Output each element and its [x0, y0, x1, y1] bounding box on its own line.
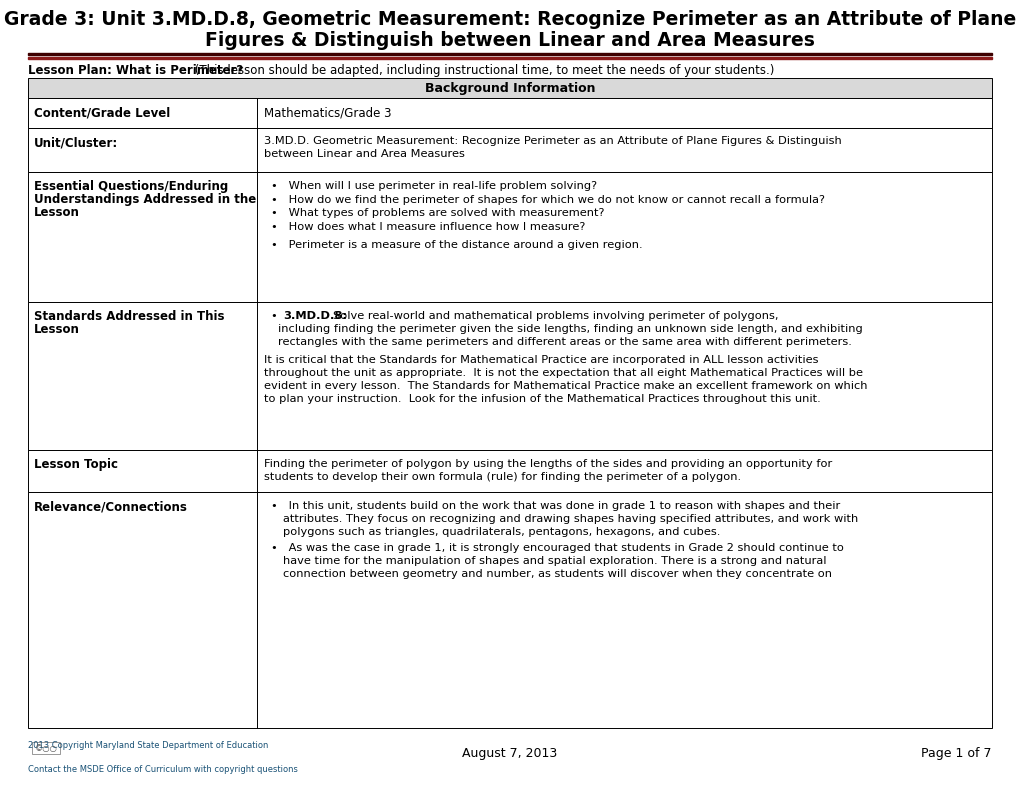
Text: 3.MD.D. Geometric Measurement: Recognize Perimeter as an Attribute of Plane Figu: 3.MD.D. Geometric Measurement: Recognize… [264, 136, 842, 146]
Text: Lesson Plan: What is Perimeter?: Lesson Plan: What is Perimeter? [28, 64, 243, 77]
Bar [28, 492, 991, 728]
Text: between Linear and Area Measures: between Linear and Area Measures [264, 149, 465, 159]
Text: attributes. They focus on recognizing and drawing shapes having specified attrib: attributes. They focus on recognizing an… [283, 514, 858, 524]
Bar [28, 78, 991, 98]
Text: •: • [271, 311, 288, 321]
Text: Grade 3: Unit 3.MD.D.8, Geometric Measurement: Recognize Perimeter as an Attribu: Grade 3: Unit 3.MD.D.8, Geometric Measur… [4, 10, 1015, 29]
Text: Standards Addressed in This: Standards Addressed in This [34, 310, 224, 323]
Text: •   Perimeter is a measure of the distance around a given region.: • Perimeter is a measure of the distance… [271, 240, 642, 250]
Bar [28, 302, 991, 450]
Text: Mathematics/Grade 3: Mathematics/Grade 3 [264, 106, 391, 120]
Text: Content/Grade Level: Content/Grade Level [34, 106, 170, 119]
Text: have time for the manipulation of shapes and spatial exploration. There is a str: have time for the manipulation of shapes… [283, 556, 826, 566]
Text: rectangles with the same perimeters and different areas or the same area with di: rectangles with the same perimeters and … [278, 337, 852, 347]
Bar [32, 742, 60, 754]
Bar [28, 172, 991, 302]
Text: Lesson: Lesson [34, 323, 79, 336]
Text: Understandings Addressed in the: Understandings Addressed in the [34, 193, 256, 206]
Text: •   What types of problems are solved with measurement?: • What types of problems are solved with… [271, 208, 604, 218]
Text: (This lesson should be adapted, including instructional time, to meet the needs : (This lesson should be adapted, includin… [191, 64, 773, 77]
Text: Lesson Topic: Lesson Topic [34, 458, 118, 471]
Text: Lesson: Lesson [34, 206, 79, 219]
Text: throughout the unit as appropriate.  It is not the expectation that all eight Ma: throughout the unit as appropriate. It i… [264, 368, 863, 378]
Text: Essential Questions/Enduring: Essential Questions/Enduring [34, 180, 228, 193]
Text: Background Information: Background Information [424, 81, 595, 95]
Bar [28, 450, 991, 492]
Text: connection between geometry and number, as students will discover when they conc: connection between geometry and number, … [283, 569, 832, 579]
Bar [28, 98, 991, 128]
Text: Relevance/Connections: Relevance/Connections [34, 500, 187, 513]
Text: Solve real-world and mathematical problems involving perimeter of polygons,: Solve real-world and mathematical proble… [333, 311, 779, 321]
Text: Contact the MSDE Office of Curriculum with copyright questions: Contact the MSDE Office of Curriculum wi… [28, 765, 298, 774]
Text: to plan your instruction.  Look for the infusion of the Mathematical Practices t: to plan your instruction. Look for the i… [264, 394, 820, 404]
Text: Page 1 of 7: Page 1 of 7 [920, 747, 991, 760]
Text: August 7, 2013: August 7, 2013 [462, 747, 557, 760]
Text: •   How do we find the perimeter of shapes for which we do not know or cannot re: • How do we find the perimeter of shapes… [271, 195, 824, 205]
Text: 3.MD.D.8:: 3.MD.D.8: [283, 311, 347, 321]
Text: Figures & Distinguish between Linear and Area Measures: Figures & Distinguish between Linear and… [205, 31, 814, 50]
Text: ©○○: ©○○ [35, 744, 57, 753]
Text: •   How does what I measure influence how I measure?: • How does what I measure influence how … [271, 221, 585, 232]
Text: •   When will I use perimeter in real-life problem solving?: • When will I use perimeter in real-life… [271, 181, 597, 191]
Text: It is critical that the Standards for Mathematical Practice are incorporated in : It is critical that the Standards for Ma… [264, 355, 818, 365]
Text: Finding the perimeter of polygon by using the lengths of the sides and providing: Finding the perimeter of polygon by usin… [264, 459, 832, 469]
Text: •   In this unit, students build on the work that was done in grade 1 to reason : • In this unit, students build on the wo… [271, 501, 840, 511]
Text: including finding the perimeter given the side lengths, finding an unknown side : including finding the perimeter given th… [278, 324, 862, 334]
Bar [28, 57, 991, 58]
Bar [28, 53, 991, 55]
Text: students to develop their own formula (rule) for finding the perimeter of a poly: students to develop their own formula (r… [264, 472, 741, 482]
Text: Unit/Cluster:: Unit/Cluster: [34, 136, 118, 149]
Text: •   As was the case in grade 1, it is strongly encouraged that students in Grade: • As was the case in grade 1, it is stro… [271, 543, 844, 553]
Text: evident in every lesson.  The Standards for Mathematical Practice make an excell: evident in every lesson. The Standards f… [264, 381, 867, 391]
Bar [28, 128, 991, 172]
Text: polygons such as triangles, quadrilaterals, pentagons, hexagons, and cubes.: polygons such as triangles, quadrilatera… [283, 527, 720, 537]
Text: 2013 Copyright Maryland State Department of Education: 2013 Copyright Maryland State Department… [28, 741, 268, 750]
